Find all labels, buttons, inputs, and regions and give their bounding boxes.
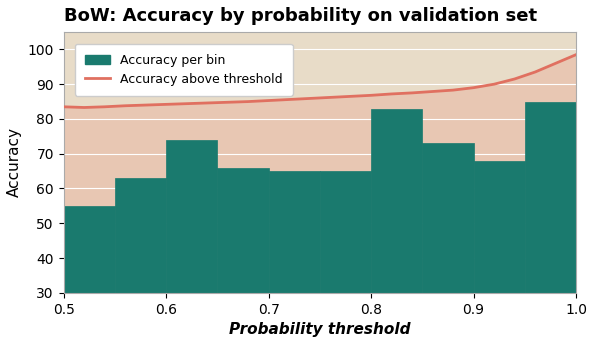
Bar [320, 171, 371, 293]
Bar [422, 143, 473, 293]
Bar [115, 178, 166, 293]
Bar [268, 171, 320, 293]
Bar [217, 168, 268, 293]
Y-axis label: Accuracy: Accuracy [7, 127, 22, 197]
Legend: Accuracy per bin, Accuracy above threshold: Accuracy per bin, Accuracy above thresho… [75, 44, 293, 96]
Bar [473, 161, 525, 293]
Bar [166, 140, 217, 293]
Bar [525, 101, 576, 293]
Bar [64, 206, 115, 293]
Bar [371, 109, 422, 293]
Text: BoW: Accuracy by probability on validation set: BoW: Accuracy by probability on validati… [64, 7, 537, 25]
X-axis label: Probability threshold: Probability threshold [229, 322, 410, 337]
